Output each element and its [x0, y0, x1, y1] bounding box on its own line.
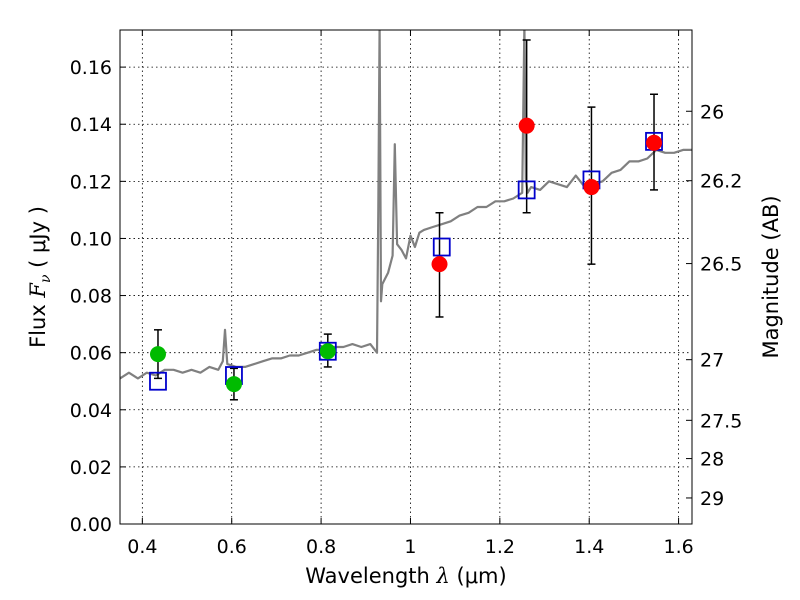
magnitude-tick-label: 29 — [700, 488, 724, 510]
y-tick-label: 0.08 — [70, 286, 112, 308]
magnitude-tick-label: 28 — [700, 449, 724, 471]
observed-flux-point — [646, 134, 663, 151]
magnitude-tick-label: 26.2 — [700, 171, 742, 193]
model-flux-square — [432, 237, 451, 257]
x-tick-label: 1.2 — [485, 536, 515, 558]
axis-ticks: 0.4 0.6 0.8 1 1.2 1.4 1.6 0.00 0.02 0.04 0.06 0.08 0… — [70, 30, 742, 558]
y-tick-label: 0.14 — [70, 114, 112, 136]
magnitude-tick-label: 26.5 — [700, 254, 742, 276]
observed-flux-point — [319, 343, 336, 360]
y-tick-label: 0.16 — [70, 57, 112, 79]
model-flux-square — [517, 180, 536, 200]
magnitude-tick-label: 26 — [700, 101, 724, 123]
observed-flux-point — [431, 256, 448, 273]
y-tick-label: 0.02 — [70, 457, 112, 479]
x-tick-label: 0.6 — [217, 536, 247, 558]
x-tick-label: 1.4 — [574, 536, 604, 558]
x-tick-label: 0.4 — [127, 536, 157, 558]
y-tick-label: 0.12 — [70, 171, 112, 193]
spectrum-line — [120, 30, 692, 380]
y-tick-label: 0.06 — [70, 343, 112, 365]
x-axis-label: Wavelength λ (μm) — [305, 564, 506, 588]
y-axis-label: Flux Fν ( μJy ) — [26, 206, 54, 348]
y-tick-label: 0.04 — [70, 400, 112, 422]
observed-flux-point — [149, 346, 166, 363]
observed-photometry-points — [149, 117, 663, 393]
grid-lines — [120, 30, 692, 525]
x-tick-label: 0.8 — [306, 536, 336, 558]
magnitude-tick-label: 27.5 — [700, 410, 742, 432]
y-tick-label: 0.00 — [70, 514, 112, 536]
observed-flux-point — [518, 117, 535, 134]
error-bars — [153, 39, 659, 401]
model-flux-square — [149, 371, 167, 391]
magnitude-axis-label: Magnitude (AB) — [759, 195, 783, 358]
x-tick-label: 1.6 — [663, 536, 693, 558]
y-tick-label: 0.10 — [70, 228, 112, 250]
observed-flux-point — [583, 179, 600, 196]
x-tick-label: 1 — [404, 536, 416, 558]
plot-frame — [119, 29, 693, 525]
observed-flux-point — [225, 376, 242, 393]
spectrum-series — [120, 30, 692, 380]
magnitude-tick-label: 27 — [700, 350, 724, 372]
